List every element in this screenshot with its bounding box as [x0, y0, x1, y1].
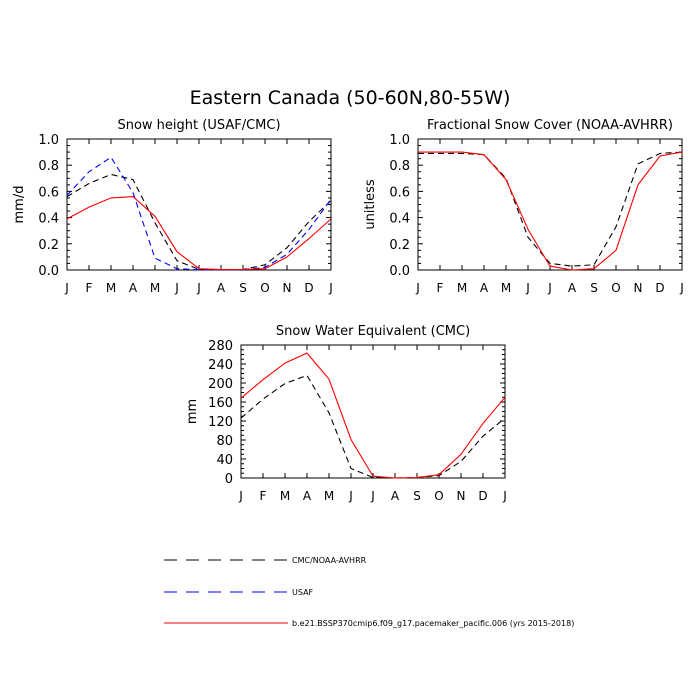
swe-ylabel: mm: [185, 399, 200, 424]
snow-height-xtick-label: F: [86, 281, 93, 295]
swe-panel: Snow Water Equivalent (CMC)mmJ F M A M J J A S O N…: [185, 324, 507, 503]
snow-height-xtick-label: J: [328, 281, 333, 295]
snow-cover-xtick-label: S: [590, 281, 598, 295]
snow-cover-series-b-e21-bssp370cmip6-f09-g: [418, 151, 683, 271]
swe-ytick-label: 80: [216, 434, 233, 449]
snow-cover-xtick-label: A: [480, 281, 489, 295]
snow-height-xtick-label: J: [174, 281, 179, 295]
swe-ytick-label: 0: [225, 472, 233, 487]
snow-cover-xtick-label: J: [525, 281, 530, 295]
swe-ytick-label: 40: [216, 453, 233, 468]
snow-height-xtick-label: A: [129, 281, 138, 295]
snow-cover-ytick-label: 0.4: [389, 212, 410, 227]
snow-cover-xtick-label: O: [611, 281, 620, 295]
snow-cover-xtick-label: J: [679, 281, 684, 295]
snow-height-xtick-label: S: [239, 281, 247, 295]
legend: CMC/NOAA-AVHRR USAF b.e21.BSSP370cmip6.f…: [164, 556, 574, 628]
swe-xtick-label: O: [434, 489, 443, 503]
snow-cover-title: Fractional Snow Cover (NOAA-AVHRR): [427, 118, 673, 133]
legend-label-usaf: USAF: [292, 588, 314, 597]
swe-series-b-e21-bssp370cmip6-f09-g: [240, 352, 506, 479]
snow-height-xtick-label: M: [106, 281, 116, 295]
legend-label-cmc: CMC/NOAA-AVHRR: [292, 556, 367, 565]
swe-ytick-label: 120: [208, 415, 233, 430]
snow-cover-ytick-label: 0.6: [389, 185, 410, 200]
swe-xtick-label: D: [478, 489, 487, 503]
snow-cover-ytick-label: 0.0: [389, 264, 410, 279]
snow-height-series-b-e21-bssp370cmip6-f09-g: [66, 196, 332, 271]
swe-xtick-label: J: [502, 489, 507, 503]
swe-xtick-label: J: [370, 489, 375, 503]
swe-ytick-label: 160: [208, 396, 233, 411]
snow-height-xtick-label: M: [150, 281, 160, 295]
snow-height-ylabel: mm/d: [12, 186, 27, 224]
swe-xtick-label: M: [324, 489, 334, 503]
snow-cover-xtick-label: J: [547, 281, 552, 295]
snow-height-ytick-label: 0.8: [38, 159, 59, 174]
legend-label-model: b.e21.BSSP370cmip6.f09_g17.pacemaker_pac…: [292, 619, 574, 628]
snow-cover-series-cmc-noaa-avhrr: [418, 151, 683, 267]
swe-xtick-label: S: [413, 489, 421, 503]
snow-height-xtick-label: J: [64, 281, 69, 295]
snow-cover-xtick-label: A: [568, 281, 577, 295]
snow-height-series-cmc-noaa-avhrr: [66, 173, 332, 271]
snow-cover-xtick-label: M: [457, 281, 467, 295]
swe-xtick-label: J: [348, 489, 353, 503]
snow-height-series-usaf: [66, 156, 332, 271]
snow-cover-xtick-label: D: [655, 281, 664, 295]
snow-height-ytick-label: 0.2: [38, 238, 59, 253]
snow-cover-xtick-label: N: [634, 281, 643, 295]
snow-cover-xtick-label: J: [415, 281, 420, 295]
snow-cover-xtick-label: M: [501, 281, 511, 295]
snow-cover-panel: Fractional Snow Cover (NOAA-AVHRR) unitle…: [363, 118, 684, 295]
snow-height-xtick-label: J: [196, 281, 201, 295]
swe-xtick-label: N: [457, 489, 466, 503]
snow-height-xtick-label: D: [304, 281, 313, 295]
snow-height-ytick-label: 0.0: [38, 264, 59, 279]
snow-cover-ytick-label: 1.0: [389, 133, 410, 148]
snow-height-title: Snow height (USAF/CMC): [117, 118, 280, 133]
snow-height-panel: Snow height (USAF/CMC)mm/dJ F M A M J J A S O N D J0…: [12, 118, 333, 295]
snow-cover-ytick-label: 0.2: [389, 238, 410, 253]
snow-cover-ylabel: unitless: [363, 179, 378, 230]
snow-height-ytick-label: 0.4: [38, 212, 59, 227]
swe-xtick-label: A: [303, 489, 312, 503]
swe-xtick-label: J: [238, 489, 243, 503]
swe-xtick-label: F: [260, 489, 267, 503]
snow-cover-xtick-label: F: [437, 281, 444, 295]
snow-height-xtick-label: N: [283, 281, 292, 295]
swe-ytick-label: 280: [208, 339, 233, 354]
snow-height-xtick-label: O: [260, 281, 269, 295]
swe-xtick-label: A: [391, 489, 400, 503]
swe-title: Snow Water Equivalent (CMC): [276, 324, 470, 339]
swe-ytick-label: 200: [208, 377, 233, 392]
swe-xtick-label: M: [280, 489, 290, 503]
figure-title: Eastern Canada (50-60N,80-55W): [190, 87, 511, 109]
swe-ytick-label: 240: [208, 358, 233, 373]
snow-height-ytick-label: 0.6: [38, 185, 59, 200]
snow-height-xtick-label: A: [217, 281, 226, 295]
snow-cover-ytick-label: 0.8: [389, 159, 410, 174]
snow-height-ytick-label: 1.0: [38, 133, 59, 148]
